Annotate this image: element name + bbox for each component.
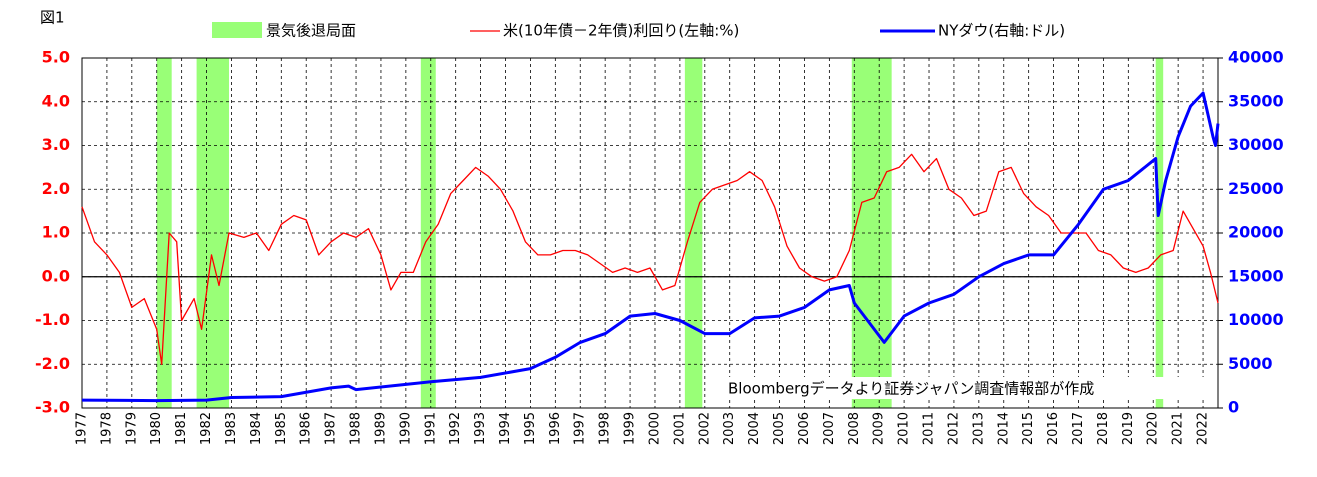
y2-tick-label: 20000 [1228, 223, 1284, 242]
legend-label: 米(10年債－2年債)利回り(左軸:%) [503, 22, 739, 40]
y-tick-label: 4.0 [42, 91, 70, 110]
x-tick-label: 2015 [1021, 412, 1036, 445]
x-tick-label: 1989 [373, 412, 388, 445]
plot-frame [81, 57, 1219, 409]
x-tick-label: 2001 [672, 412, 687, 445]
x-tick-label: 1977 [75, 412, 90, 445]
x-tick-label: 2018 [1096, 412, 1111, 445]
recession-band [420, 58, 436, 408]
legend-swatch [212, 22, 262, 38]
x-tick-label: 1998 [598, 412, 613, 445]
y-tick-label: 3.0 [42, 135, 70, 154]
figure-label: 図1 [40, 9, 65, 27]
x-tick-label: 1982 [199, 412, 214, 445]
y2-tick-label: 10000 [1228, 310, 1284, 329]
x-tick-label: 2016 [1046, 412, 1061, 445]
x-tick-label: 2000 [647, 412, 662, 445]
x-tick-label: 2020 [1146, 412, 1161, 445]
x-tick-label: 1987 [324, 412, 339, 445]
recession-band [196, 58, 229, 408]
x-tick-label: 1999 [623, 412, 638, 445]
x-tick-label: 2014 [996, 412, 1011, 445]
x-tick-label: 2021 [1171, 412, 1186, 445]
y2-tick-label: 0 [1228, 398, 1239, 417]
x-tick-label: 2017 [1071, 412, 1086, 445]
x-tick-label: 1992 [448, 412, 463, 445]
y-tick-label: 2.0 [42, 179, 70, 198]
x-tick-label: 2022 [1196, 412, 1211, 445]
x-tick-label: 2008 [847, 412, 862, 445]
legend-label: 景気後退局面 [266, 22, 356, 40]
recession-band [1155, 58, 1164, 408]
x-tick-label: 2005 [772, 412, 787, 445]
y2-tick-label: 30000 [1228, 135, 1284, 154]
series-line [81, 153, 1219, 365]
x-tick-label: 2007 [822, 412, 837, 445]
x-tick-label: 1997 [573, 412, 588, 445]
x-tick-label: 1986 [299, 412, 314, 445]
y2-tick-label: 40000 [1228, 48, 1284, 67]
x-tick-label: 2002 [697, 412, 712, 445]
x-tick-label: 1995 [523, 412, 538, 445]
y-tick-label: -2.0 [35, 354, 70, 373]
x-tick-label: 2011 [922, 412, 937, 445]
annotation: Bloombergデータより証券ジャパン調査情報部が作成 [728, 380, 1094, 398]
x-tick-label: 2009 [872, 412, 887, 445]
x-tick-label: 1978 [99, 412, 114, 445]
x-tick-label: 1979 [124, 412, 139, 445]
legend-label: NYダウ(右軸:ドル) [938, 22, 1065, 40]
x-tick-label: 1984 [249, 412, 264, 445]
y-tick-label: 0.0 [42, 266, 70, 285]
y2-tick-label: 25000 [1228, 179, 1284, 198]
x-tick-label: 1988 [349, 412, 364, 445]
x-tick-label: 1996 [548, 412, 563, 445]
y2-tick-label: 35000 [1228, 91, 1284, 110]
x-tick-label: 1980 [149, 412, 164, 445]
x-tick-label: 1993 [473, 412, 488, 445]
recession-band [684, 58, 703, 408]
plot-area: 1977 1978 1979 1980 1981 1982 1983 1984 1985 1986… [35, 48, 1284, 446]
x-tick-label: 1985 [274, 412, 289, 445]
x-tick-label: 1990 [398, 412, 413, 445]
y-tick-label: 1.0 [42, 223, 70, 242]
y-tick-label: -3.0 [35, 398, 70, 417]
x-tick-label: 1991 [423, 412, 438, 445]
x-tick-label: 2010 [897, 412, 912, 445]
x-tick-label: 2006 [797, 412, 812, 445]
y-tick-label: -1.0 [35, 310, 70, 329]
x-tick-label: 1981 [174, 412, 189, 445]
x-tick-label: 1994 [498, 412, 513, 445]
x-tick-label: 2004 [747, 412, 762, 445]
x-tick-label: 1983 [224, 412, 239, 445]
y2-tick-label: 15000 [1228, 266, 1284, 285]
series-line [81, 91, 1220, 403]
x-tick-label: 2003 [722, 412, 737, 445]
y-tick-label: 5.0 [42, 48, 70, 67]
y2-tick-label: 5000 [1228, 354, 1273, 373]
x-tick-label: 2019 [1121, 412, 1136, 445]
annotation-box [726, 377, 1216, 399]
x-tick-label: 2013 [971, 412, 986, 445]
x-tick-label: 2012 [946, 412, 961, 445]
